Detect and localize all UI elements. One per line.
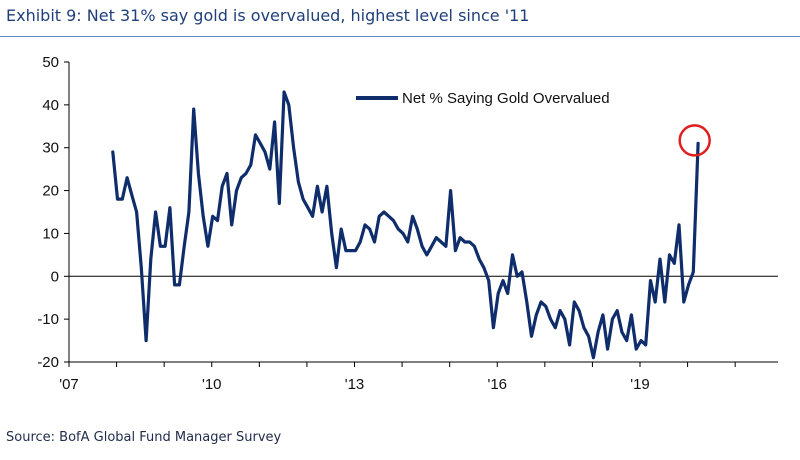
legend: Net % Saying Gold Overvalued (356, 90, 610, 107)
y-tick-label: 50 (42, 54, 59, 71)
x-tick-label: '19 (630, 376, 650, 393)
legend-label: Net % Saying Gold Overvalued (402, 90, 610, 107)
source-note: Source: BofA Global Fund Manager Survey (6, 430, 282, 445)
highlight-circle (678, 124, 711, 157)
y-tick-label: 30 (42, 140, 59, 157)
series-layer (111, 90, 700, 360)
x-tick-label: '13 (345, 376, 365, 393)
y-tick-label: 10 (42, 225, 59, 242)
y-tick-label: 40 (42, 97, 59, 114)
y-tick-label: 20 (42, 183, 59, 200)
y-tick-label: -20 (37, 354, 59, 371)
series-line (111, 90, 700, 360)
x-tick-label: '16 (487, 376, 507, 393)
chart-title: Exhibit 9: Net 31% say gold is overvalue… (6, 6, 530, 25)
x-axis-ticks: '07 '10 '13 '16 '19 (59, 362, 736, 393)
y-tick-label: -10 (37, 311, 59, 328)
annotation-layer (678, 124, 711, 157)
y-axis-ticks: 50 40 30 20 10 0 -10 -20 (37, 54, 69, 371)
title-divider (0, 36, 800, 37)
chart-axes (68, 62, 778, 363)
x-tick-label: '10 (202, 376, 222, 393)
x-tick-label: '07 (59, 376, 79, 393)
y-tick-label: 0 (51, 268, 59, 285)
